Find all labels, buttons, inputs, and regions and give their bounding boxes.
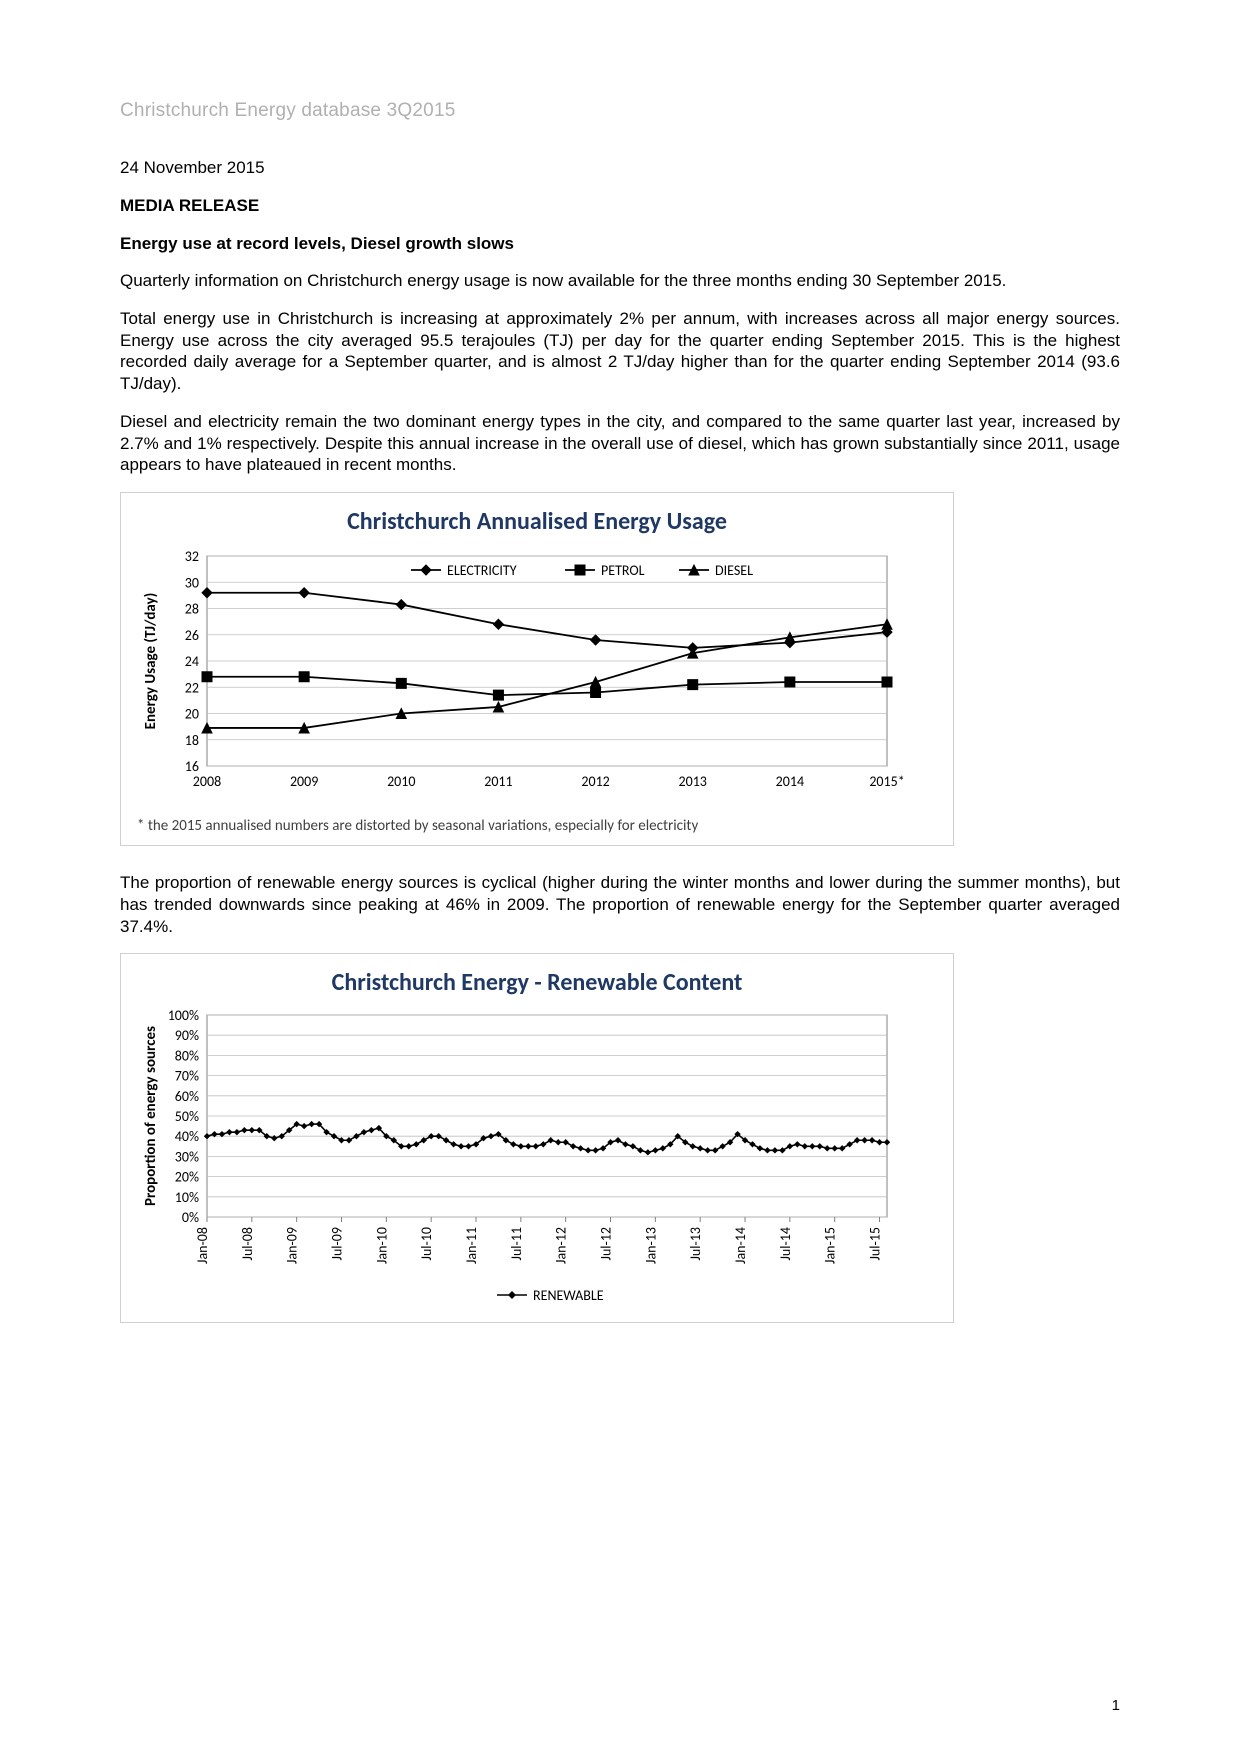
svg-text:10%: 10% [175, 1189, 199, 1206]
svg-text:Jul-15: Jul-15 [867, 1227, 884, 1261]
svg-text:2015*: 2015* [869, 773, 904, 790]
paragraph-3: Diesel and electricity remain the two do… [120, 411, 1120, 476]
headline: Energy use at record levels, Diesel grow… [120, 234, 1120, 254]
paragraph-1: Quarterly information on Christchurch en… [120, 270, 1120, 292]
paragraph-2: Total energy use in Christchurch is incr… [120, 308, 1120, 395]
svg-text:Jan-14: Jan-14 [732, 1227, 749, 1264]
svg-text:Proportion of energy sources: Proportion of energy sources [142, 1026, 160, 1206]
svg-text:18: 18 [185, 732, 199, 749]
svg-text:20%: 20% [175, 1169, 199, 1186]
svg-text:26: 26 [185, 627, 199, 644]
svg-text:Jul-13: Jul-13 [687, 1227, 704, 1261]
svg-text:Jan-15: Jan-15 [822, 1227, 839, 1264]
svg-text:80%: 80% [175, 1048, 199, 1065]
chart1-plot: 1618202224262830322008200920102011201220… [137, 546, 907, 806]
svg-text:70%: 70% [175, 1068, 199, 1085]
paragraph-4: The proportion of renewable energy sourc… [120, 872, 1120, 937]
svg-text:Jul-11: Jul-11 [508, 1227, 525, 1261]
svg-text:Jul-10: Jul-10 [418, 1227, 435, 1261]
chart-renewable-content: Christchurch Energy - Renewable Content … [120, 953, 954, 1323]
svg-text:RENEWABLE: RENEWABLE [533, 1287, 604, 1304]
svg-text:28: 28 [185, 601, 199, 618]
document-date: 24 November 2015 [120, 158, 1120, 178]
svg-text:PETROL: PETROL [601, 562, 645, 579]
svg-text:2012: 2012 [581, 773, 609, 790]
svg-text:2008: 2008 [193, 773, 221, 790]
svg-text:32: 32 [185, 548, 199, 565]
svg-text:90%: 90% [175, 1027, 199, 1044]
chart1-footnote: * the 2015 annualised numbers are distor… [137, 817, 937, 835]
svg-text:Jul-08: Jul-08 [239, 1227, 256, 1261]
svg-text:Jan-11: Jan-11 [463, 1227, 480, 1264]
svg-text:0%: 0% [182, 1209, 199, 1226]
svg-text:2014: 2014 [776, 773, 804, 790]
svg-text:Jan-13: Jan-13 [642, 1227, 659, 1264]
svg-text:DIESEL: DIESEL [715, 562, 753, 579]
svg-text:24: 24 [185, 653, 199, 670]
media-release-label: MEDIA RELEASE [120, 196, 1120, 216]
svg-text:ELECTRICITY: ELECTRICITY [447, 562, 517, 579]
svg-text:Jan-10: Jan-10 [373, 1227, 390, 1264]
svg-text:22: 22 [185, 679, 199, 696]
chart1-title: Christchurch Annualised Energy Usage [137, 507, 937, 536]
svg-text:Jan-08: Jan-08 [194, 1227, 211, 1264]
svg-text:Jul-09: Jul-09 [329, 1227, 346, 1261]
svg-text:Jul-12: Jul-12 [598, 1227, 615, 1261]
svg-text:2011: 2011 [484, 773, 512, 790]
document-header: Christchurch Energy database 3Q2015 [120, 100, 1120, 122]
svg-text:2009: 2009 [290, 773, 318, 790]
svg-text:100%: 100% [168, 1007, 199, 1024]
chart-annualised-energy: Christchurch Annualised Energy Usage 161… [120, 492, 954, 846]
chart2-title: Christchurch Energy - Renewable Content [137, 968, 937, 997]
svg-text:Jul-14: Jul-14 [777, 1227, 794, 1261]
svg-text:30%: 30% [175, 1149, 199, 1166]
svg-text:30: 30 [185, 574, 199, 591]
chart2-plot: 0% 10% 20% 30% 40% 50% 60% 70% 80% 90% 100% Jan-08 J… [137, 1007, 907, 1307]
svg-text:60%: 60% [175, 1088, 199, 1105]
svg-text:20: 20 [185, 706, 199, 723]
svg-text:2010: 2010 [387, 773, 415, 790]
svg-text:40%: 40% [175, 1128, 199, 1145]
svg-text:2013: 2013 [679, 773, 707, 790]
svg-text:50%: 50% [175, 1108, 199, 1125]
page-number: 1 [1112, 1697, 1120, 1714]
svg-text:Energy Usage (TJ/day): Energy Usage (TJ/day) [142, 593, 160, 730]
svg-text:Jan-12: Jan-12 [553, 1227, 570, 1264]
svg-text:Jan-09: Jan-09 [284, 1227, 301, 1264]
